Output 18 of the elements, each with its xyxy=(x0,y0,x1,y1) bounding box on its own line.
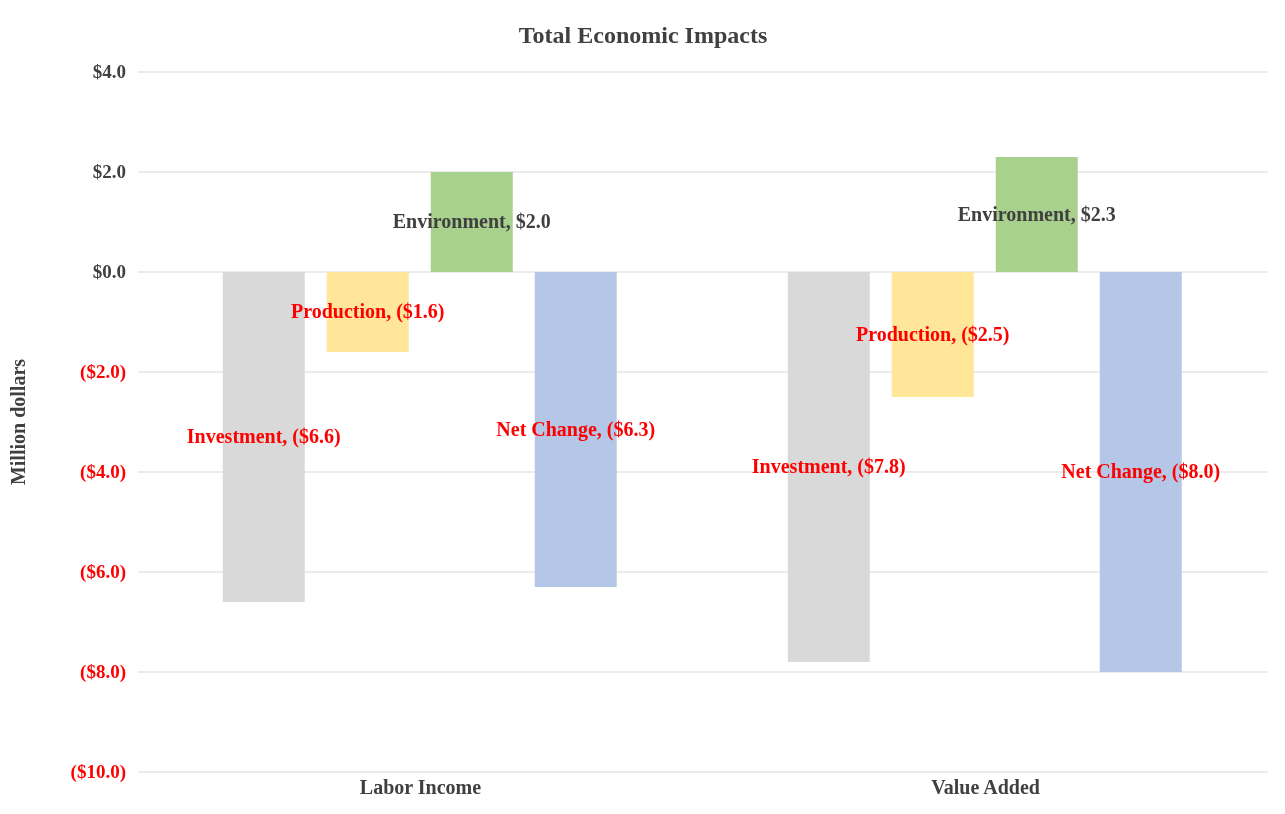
y-tick-label: ($6.0) xyxy=(80,561,126,583)
data-label: Production, ($2.5) xyxy=(855,322,1010,346)
x-tick-label: Value Added xyxy=(931,776,1040,799)
data-label: Net Change, ($8.0) xyxy=(1061,460,1221,483)
y-tick-label: $4.0 xyxy=(92,61,126,82)
y-tick-label: ($10.0) xyxy=(70,761,126,783)
data-label: Net Change, ($6.3) xyxy=(496,417,656,441)
y-tick-label: $2.0 xyxy=(92,161,126,182)
data-label: Investment, ($6.6) xyxy=(186,425,341,448)
data-label: Production, ($1.6) xyxy=(290,300,445,323)
chart-title: Total Economic Impacts xyxy=(517,21,769,50)
y-axis-title: Million dollars xyxy=(7,358,30,486)
y-tick-label: ($4.0) xyxy=(80,461,126,483)
data-label: Investment, ($7.8) xyxy=(751,455,906,478)
y-tick-label: $0.0 xyxy=(92,261,126,282)
y-tick-label: ($2.0) xyxy=(80,361,126,383)
x-tick-label: Labor Income xyxy=(359,776,482,799)
y-tick-label: ($8.0) xyxy=(80,661,126,683)
